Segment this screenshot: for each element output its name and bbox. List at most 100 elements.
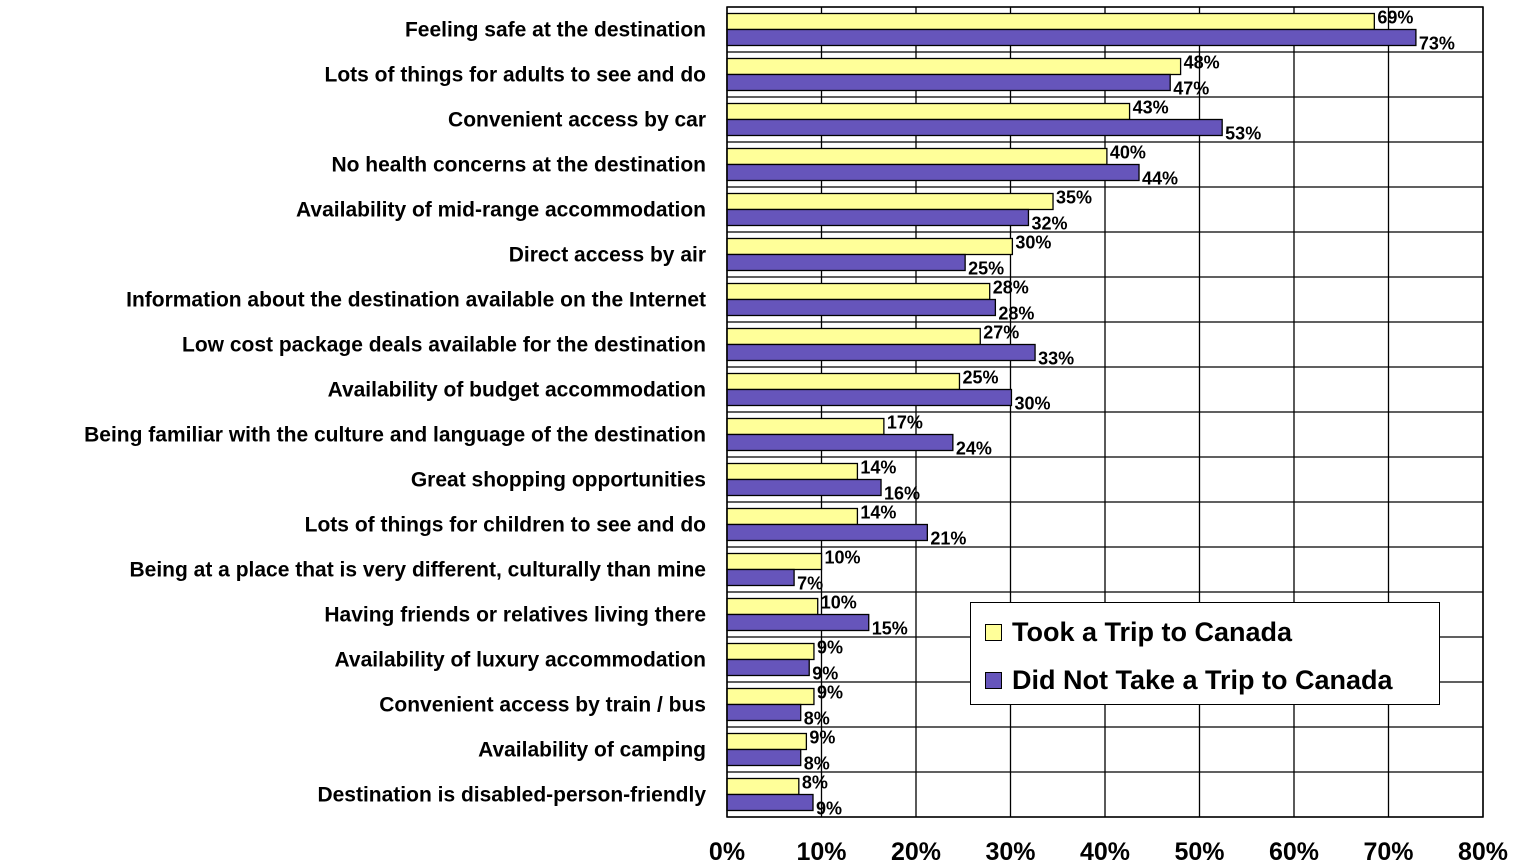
data-label: 9%: [817, 638, 843, 658]
bar-did-not-take-trip: [727, 300, 995, 316]
data-label: 7%: [797, 574, 823, 594]
category-label: Availability of budget accommodation: [328, 379, 706, 402]
legend-item-took-trip: Took a Trip to Canada: [985, 617, 1292, 648]
category-label: Low cost package deals available for the…: [182, 334, 706, 357]
bar-took-trip: [727, 464, 857, 480]
x-tick-label: 10%: [796, 838, 846, 866]
data-label: 8%: [804, 754, 830, 774]
bar-took-trip: [727, 284, 990, 300]
data-label: 35%: [1056, 188, 1092, 208]
data-label: 28%: [993, 278, 1029, 298]
bar-took-trip: [727, 509, 857, 525]
data-label: 33%: [1038, 349, 1074, 369]
category-label: Being familiar with the culture and lang…: [84, 424, 706, 447]
data-label: 15%: [872, 619, 908, 639]
bar-took-trip: [727, 599, 818, 615]
x-tick-label: 0%: [709, 838, 745, 866]
data-label: 9%: [809, 728, 835, 748]
bar-took-trip: [727, 149, 1107, 165]
data-label: 21%: [930, 529, 966, 549]
category-label: Information about the destination availa…: [126, 289, 706, 312]
x-tick-label: 20%: [891, 838, 941, 866]
data-label: 16%: [884, 484, 920, 504]
bar-did-not-take-trip: [727, 435, 953, 451]
bar-took-trip: [727, 419, 884, 435]
bar-did-not-take-trip: [727, 345, 1035, 361]
legend-swatch-did-not-take-trip: [985, 672, 1002, 689]
bar-took-trip: [727, 374, 959, 390]
bar-took-trip: [727, 194, 1053, 210]
bar-did-not-take-trip: [727, 525, 927, 541]
bar-did-not-take-trip: [727, 30, 1416, 46]
bar-took-trip: [727, 689, 814, 705]
data-label: 10%: [825, 548, 861, 568]
category-label: Availability of mid-range accommodation: [296, 199, 706, 222]
data-label: 8%: [802, 773, 828, 793]
bar-took-trip: [727, 554, 822, 570]
bar-took-trip: [727, 59, 1181, 75]
bar-did-not-take-trip: [727, 210, 1028, 226]
data-label: 27%: [983, 323, 1019, 343]
bar-took-trip: [727, 644, 814, 660]
bar-did-not-take-trip: [727, 660, 809, 676]
data-label: 69%: [1377, 8, 1413, 28]
category-label: Destination is disabled-person-friendly: [317, 784, 706, 807]
category-label: Availability of luxury accommodation: [335, 649, 706, 672]
bar-took-trip: [727, 734, 806, 750]
data-label: 9%: [816, 799, 842, 819]
bar-took-trip: [727, 14, 1374, 30]
category-label: No health concerns at the destination: [331, 154, 706, 177]
data-label: 30%: [1015, 233, 1051, 253]
legend-item-did-not-take-trip: Did Not Take a Trip to Canada: [985, 665, 1393, 696]
data-label: 53%: [1225, 124, 1261, 144]
data-label: 47%: [1173, 79, 1209, 99]
data-label: 28%: [998, 304, 1034, 324]
data-label: 44%: [1142, 169, 1178, 189]
legend-label-took-trip: Took a Trip to Canada: [1012, 617, 1292, 648]
data-label: 9%: [812, 664, 838, 684]
data-label: 10%: [821, 593, 857, 613]
bar-did-not-take-trip: [727, 255, 965, 271]
data-label: 43%: [1133, 98, 1169, 118]
data-label: 17%: [887, 413, 923, 433]
category-label: Great shopping opportunities: [411, 469, 706, 492]
data-label: 14%: [860, 458, 896, 478]
bar-did-not-take-trip: [727, 120, 1222, 136]
x-tick-label: 50%: [1174, 838, 1224, 866]
bar-did-not-take-trip: [727, 390, 1011, 406]
bar-did-not-take-trip: [727, 615, 869, 631]
x-tick-label: 60%: [1269, 838, 1319, 866]
category-label: Lots of things for adults to see and do: [325, 64, 707, 87]
bar-did-not-take-trip: [727, 705, 801, 721]
bar-did-not-take-trip: [727, 795, 813, 811]
data-label: 30%: [1014, 394, 1050, 414]
legend-swatch-took-trip: [985, 624, 1002, 641]
bar-took-trip: [727, 329, 980, 345]
data-label: 25%: [962, 368, 998, 388]
data-label: 25%: [968, 259, 1004, 279]
bar-did-not-take-trip: [727, 750, 801, 766]
x-tick-label: 30%: [985, 838, 1035, 866]
bar-did-not-take-trip: [727, 165, 1139, 181]
bar-did-not-take-trip: [727, 75, 1170, 91]
bar-did-not-take-trip: [727, 480, 881, 496]
data-label: 40%: [1110, 143, 1146, 163]
bar-took-trip: [727, 239, 1012, 255]
data-label: 9%: [817, 683, 843, 703]
x-tick-label: 70%: [1363, 838, 1413, 866]
bar-took-trip: [727, 779, 799, 795]
bar-did-not-take-trip: [727, 570, 794, 586]
data-label: 14%: [860, 503, 896, 523]
category-label: Direct access by air: [509, 244, 706, 267]
x-tick-label: 40%: [1080, 838, 1130, 866]
legend: Took a Trip to Canada Did Not Take a Tri…: [970, 602, 1440, 705]
category-label: Convenient access by car: [448, 109, 706, 132]
data-label: 8%: [804, 709, 830, 729]
data-label: 48%: [1184, 53, 1220, 73]
category-label: Feeling safe at the destination: [405, 19, 706, 42]
data-label: 32%: [1031, 214, 1067, 234]
x-tick-label: 80%: [1458, 838, 1508, 866]
data-label: 73%: [1419, 34, 1455, 54]
category-label: Convenient access by train / bus: [379, 694, 706, 717]
